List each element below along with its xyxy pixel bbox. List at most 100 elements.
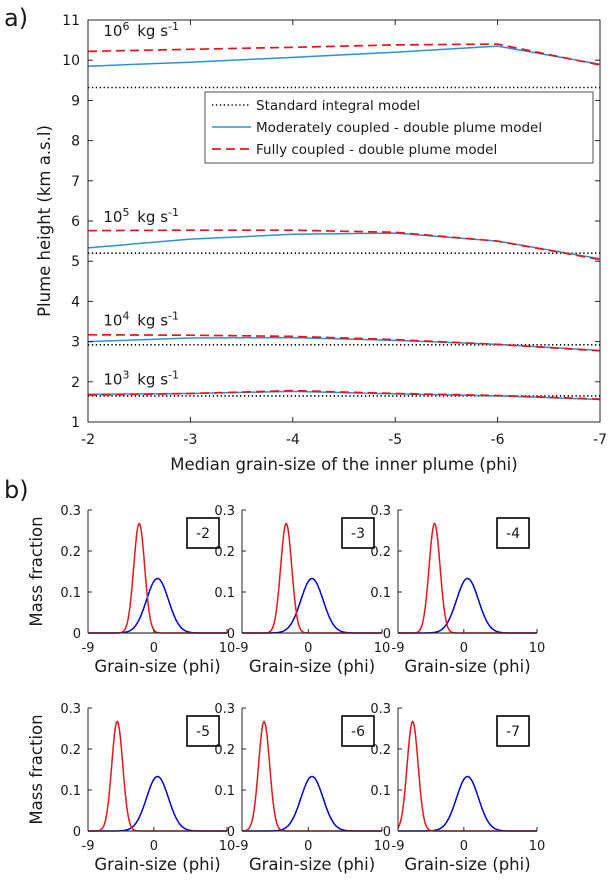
- x-axis-title: Median grain-size of the inner plume (ph…: [170, 455, 517, 474]
- group-label-base: 10: [103, 312, 122, 330]
- y-tick-label: 0.2: [60, 545, 81, 560]
- y-tick-label: 0.2: [370, 743, 391, 758]
- group-label-unit-exponent: -1: [168, 206, 179, 219]
- y-tick-label: 0.1: [60, 784, 81, 799]
- y-tick-label: 4: [71, 294, 80, 310]
- group-label-base: 10: [103, 371, 122, 389]
- outer-plume-curve: [242, 577, 382, 634]
- panel-value-label: -5: [196, 724, 210, 740]
- y-tick-label: 0: [73, 627, 81, 642]
- x-tick-label: 0: [150, 641, 158, 656]
- panel-b-label: b): [4, 476, 29, 504]
- y-tick-label: 0.3: [60, 702, 81, 717]
- y-tick-label: 0: [227, 825, 235, 840]
- legend-entry-fully: Fully coupled - double plume model: [256, 142, 497, 158]
- y-tick-label: 5: [71, 254, 80, 270]
- panel-value-box: [496, 517, 530, 549]
- y-tick-label: 9: [71, 93, 80, 109]
- y-tick-label: 0.2: [60, 743, 81, 758]
- panel-value-label: -3: [351, 526, 365, 542]
- x-tick-label: -5: [388, 432, 402, 448]
- group-label-2: 104 kg s-1: [103, 310, 179, 330]
- x-tick-label: 0: [150, 839, 158, 854]
- x-tick-label: -3: [183, 432, 197, 448]
- y-tick-label: 0.1: [370, 586, 391, 601]
- panel-value-label: -6: [351, 724, 365, 740]
- legend-entry-standard: Standard integral model: [256, 98, 420, 114]
- group-label-unit-exponent: -1: [168, 369, 179, 382]
- panel-value-box: [496, 715, 530, 747]
- y-tick-label: 6: [71, 214, 80, 230]
- x-tick-label: -6: [491, 432, 505, 448]
- panel-value-label: -7: [506, 724, 520, 740]
- x-tick-label: 10: [219, 641, 236, 656]
- panel-value-box: [186, 517, 220, 549]
- x-tick-label: -9: [236, 839, 249, 854]
- x-tick-label: 10: [529, 839, 546, 854]
- outer-plume-curve: [88, 775, 227, 832]
- x-tick-label: 0: [304, 839, 312, 854]
- panel-value-box: [341, 715, 375, 747]
- legend-entry-moderately: Moderately coupled - double plume model: [256, 120, 542, 136]
- x-tick-label: 0: [460, 641, 468, 656]
- x-axis-title: Grain-size (phi): [404, 855, 530, 874]
- y-tick-label: 0.3: [214, 504, 235, 519]
- y-tick-label: 0.3: [370, 504, 391, 519]
- group-label-exponent: 5: [122, 206, 129, 219]
- series-line-fully-group-3: [87, 389, 601, 400]
- plot-area: [88, 20, 600, 422]
- y-tick-label: 1: [71, 415, 80, 431]
- x-tick-label: -9: [82, 839, 95, 854]
- group-label-unit: kg s: [132, 208, 168, 226]
- outer-plume-curve: [398, 775, 537, 832]
- y-tick-label: 0.1: [60, 586, 81, 601]
- x-tick-label: 10: [374, 641, 391, 656]
- group-label-exponent: 4: [122, 310, 129, 323]
- x-axis-title: Grain-size (phi): [94, 855, 220, 874]
- y-tick-label: 0.1: [370, 784, 391, 799]
- x-tick-label: -4: [286, 432, 300, 448]
- panel-value-box: [341, 517, 375, 549]
- y-tick-label: 0.1: [214, 586, 235, 601]
- x-tick-label: -2: [81, 432, 95, 448]
- panel-a-label: a): [4, 4, 28, 32]
- outer-plume-curve: [242, 775, 382, 832]
- x-tick-label: -7: [593, 432, 607, 448]
- series-line-moderately-group-0: [87, 45, 601, 67]
- y-axis-title: Mass fraction: [27, 516, 46, 626]
- x-axis-title: Grain-size (phi): [249, 855, 375, 874]
- y-tick-label: 7: [71, 174, 80, 190]
- group-label-3: 103 kg s-1: [103, 369, 179, 389]
- x-tick-label: -9: [82, 641, 95, 656]
- y-tick-label: 0.1: [214, 784, 235, 799]
- x-tick-label: 0: [460, 839, 468, 854]
- series-line-fully-group-0: [87, 43, 601, 66]
- x-tick-label: 10: [374, 839, 391, 854]
- y-tick-label: 3: [71, 335, 80, 351]
- panel-value-label: -4: [506, 526, 520, 542]
- y-tick-label: 0.2: [370, 545, 391, 560]
- series-line-fully-group-2: [87, 333, 601, 352]
- y-tick-label: 0.3: [60, 504, 81, 519]
- group-label-unit: kg s: [132, 22, 168, 40]
- group-label-0: 106 kg s-1: [103, 20, 179, 40]
- y-tick-label: 10: [62, 53, 80, 69]
- legend-box: [204, 91, 594, 164]
- group-label-unit: kg s: [132, 312, 168, 330]
- outer-plume-curve: [88, 577, 227, 634]
- y-tick-label: 0: [227, 627, 235, 642]
- y-tick-label: 8: [71, 134, 80, 150]
- y-axis-title: Mass fraction: [27, 714, 46, 824]
- group-label-exponent: 3: [122, 369, 129, 382]
- group-label-unit: kg s: [132, 371, 168, 389]
- group-label-unit-exponent: -1: [168, 20, 179, 33]
- group-label-base: 10: [103, 208, 122, 226]
- group-label-unit-exponent: -1: [168, 310, 179, 323]
- x-axis-title: Grain-size (phi): [404, 657, 530, 676]
